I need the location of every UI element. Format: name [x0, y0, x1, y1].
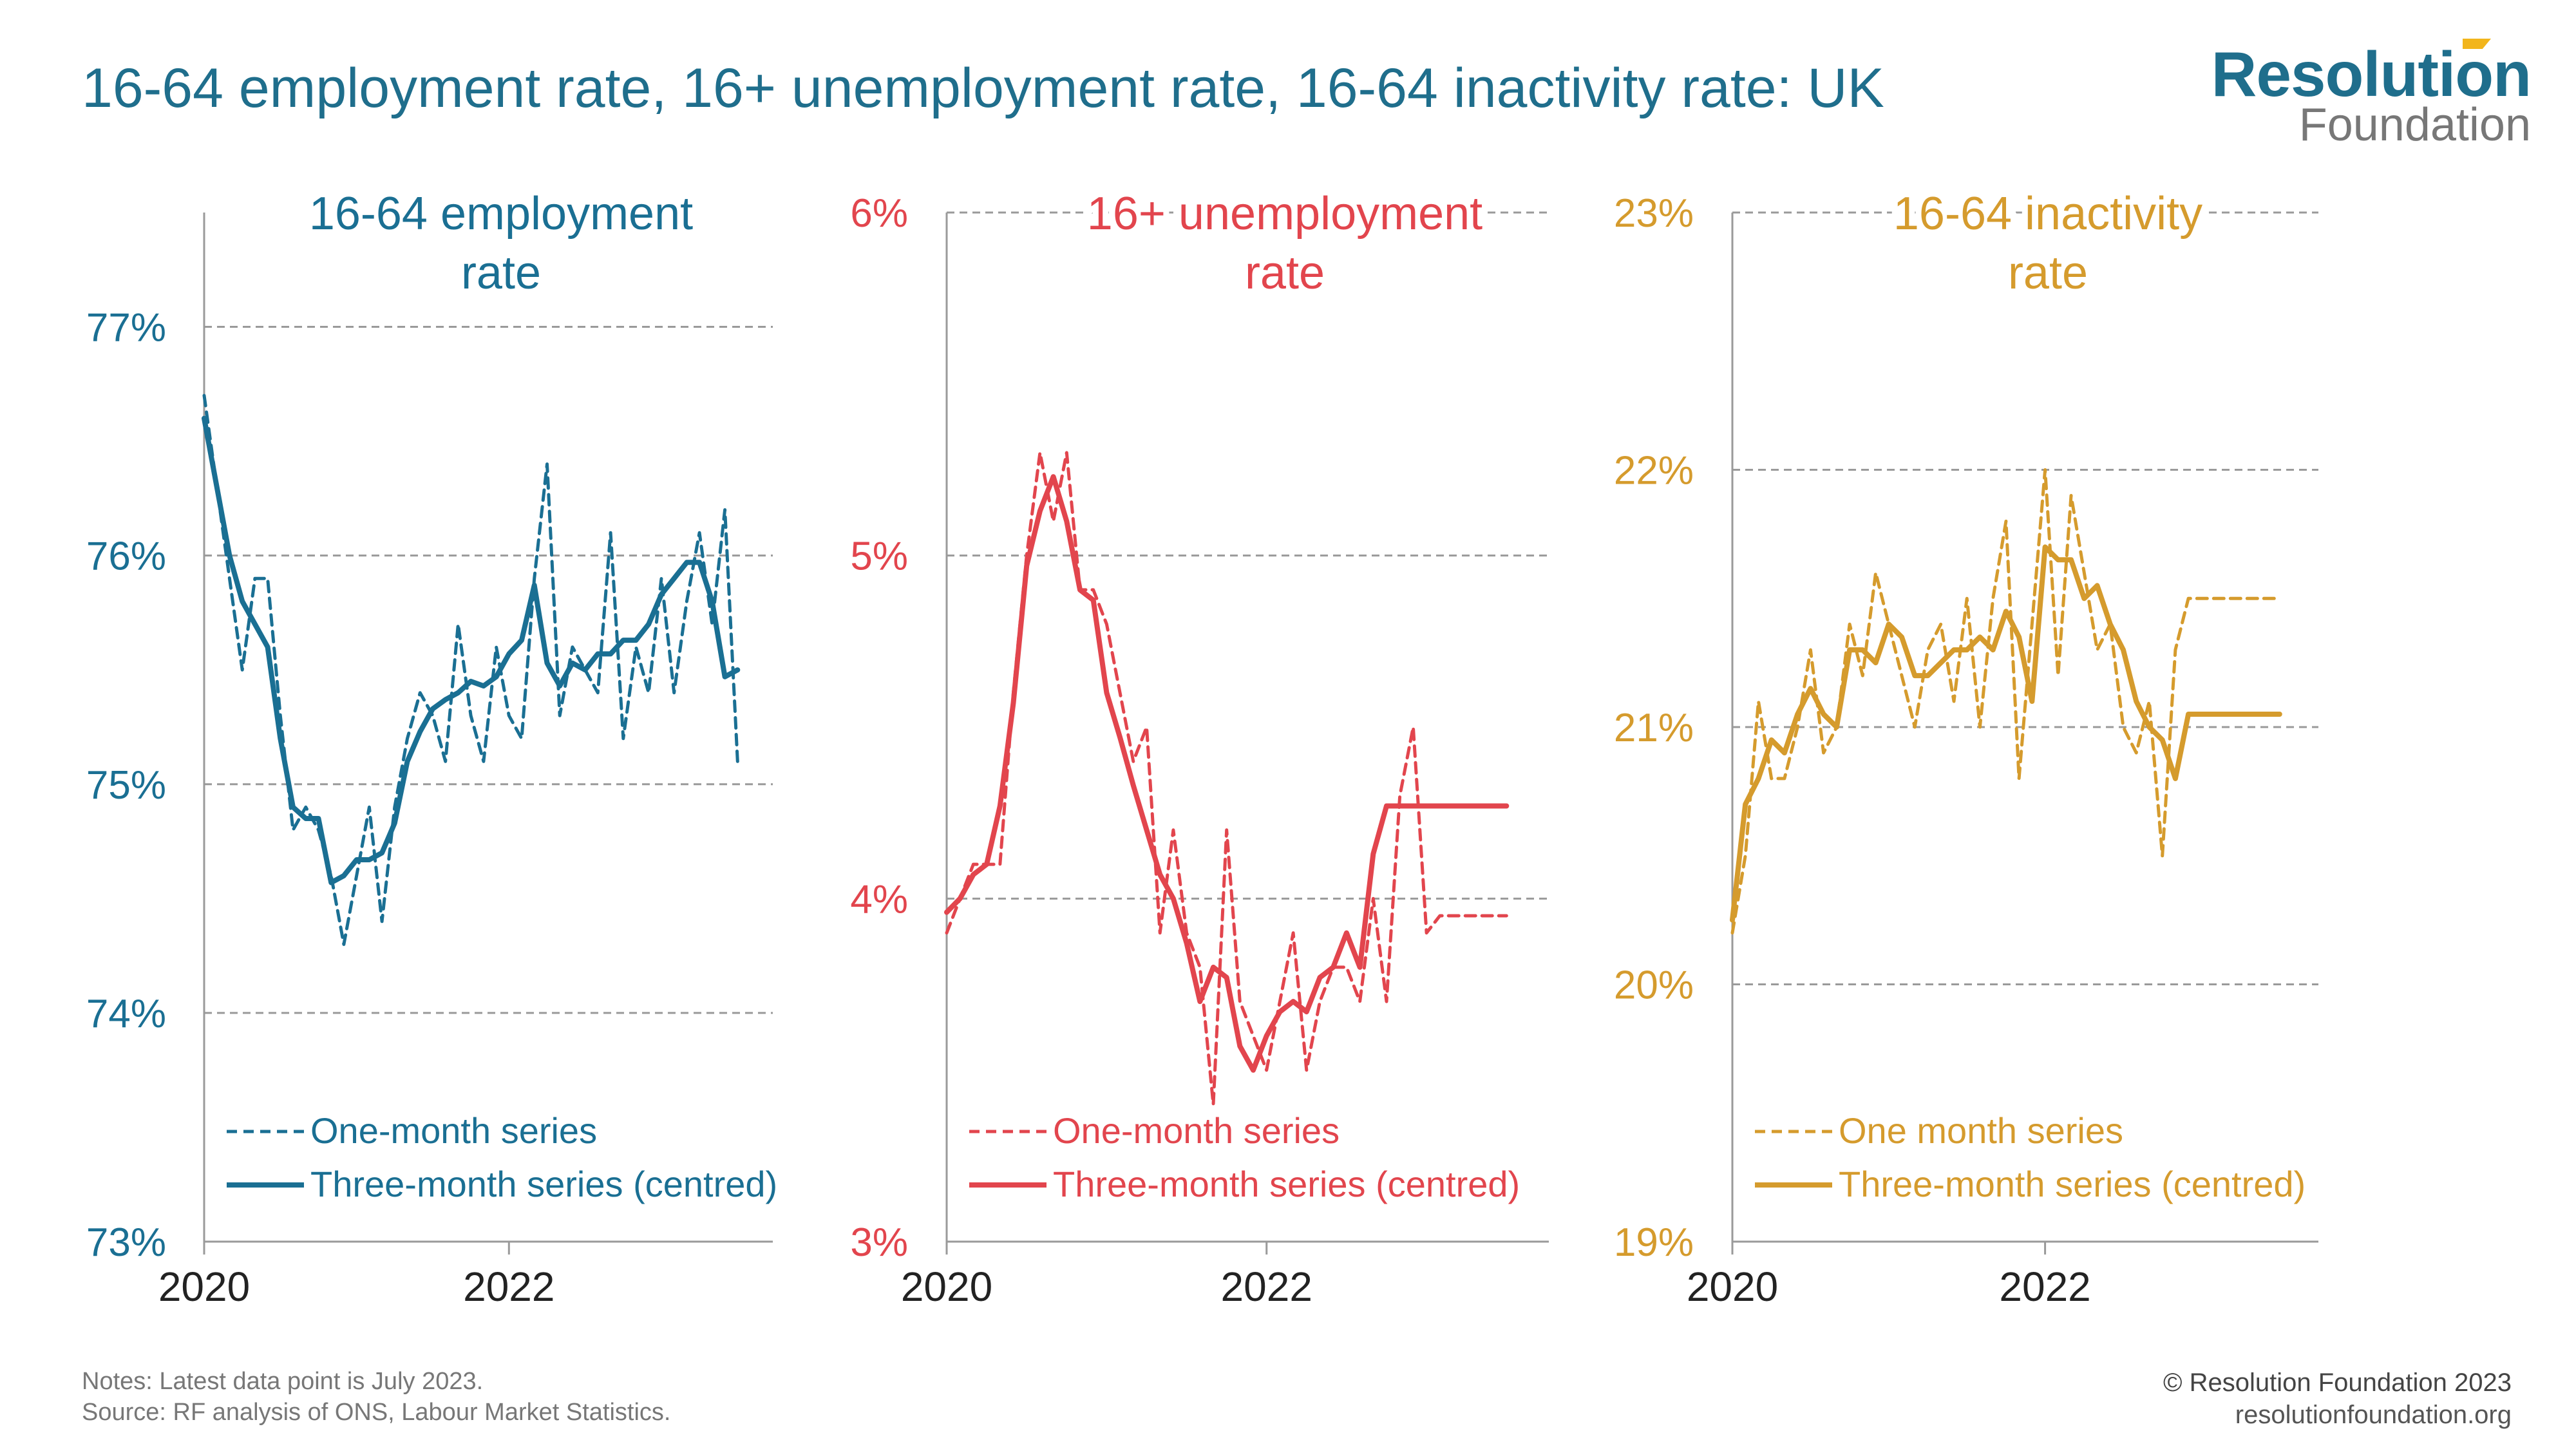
- legend-label: One month series: [1839, 1110, 2123, 1151]
- legend-label: Three-month series (centred): [1839, 1164, 2306, 1204]
- chart-panel-2: 3% 4% 5% 6% 2020 2022 16+ unemployment rate One-…: [850, 182, 1549, 1310]
- x-tick-label: 2022: [1221, 1264, 1312, 1310]
- y-tick-label: 6%: [850, 191, 908, 236]
- footer-notes: Notes: Latest data point is July 2023. S…: [82, 1367, 670, 1428]
- one-month-series-line: [202, 393, 739, 946]
- y-tick-label: 3%: [850, 1220, 908, 1265]
- charts-area: 73% 74% 75% 76% 77% 2020 2022 16-64 employment r…: [86, 182, 2318, 1310]
- three-month-series-line: [944, 474, 1510, 1073]
- y-tick-label: 23%: [1614, 191, 1694, 236]
- y-tick-label: 76%: [86, 535, 166, 579]
- website-link[interactable]: resolutionfoundation.org: [2235, 1401, 2512, 1429]
- y-tick-label: 21%: [1614, 706, 1694, 750]
- y-tick-label: 77%: [86, 306, 166, 350]
- y-tick-label: 5%: [850, 535, 908, 579]
- y-tick-label: 4%: [850, 877, 908, 922]
- source-text: Source: RF analysis of ONS, Labour Marke…: [82, 1398, 671, 1426]
- resolution-foundation-logo: Resolution Foundation: [2211, 39, 2532, 151]
- chart-panel-1: 73% 74% 75% 76% 77% 2020 2022 16-64 employment r…: [86, 182, 777, 1310]
- logo-line-1: Resolution: [2211, 39, 2532, 109]
- x-tick-label: 2020: [158, 1264, 250, 1310]
- copyright-text: © Resolution Foundation 2023: [2163, 1368, 2512, 1397]
- panel-title-line: rate: [1245, 247, 1325, 299]
- y-tick-label: 20%: [1614, 963, 1694, 1008]
- x-tick-label: 2022: [1999, 1264, 2090, 1310]
- legend-label: Three-month series (centred): [1053, 1164, 1520, 1204]
- y-tick-label: 22%: [1614, 449, 1694, 493]
- chart-title: 16-64 employment rate, 16+ unemployment …: [82, 57, 1884, 119]
- logo-line-2: Foundation: [2298, 99, 2531, 151]
- y-tick-label: 74%: [86, 992, 166, 1036]
- y-tick-label: 19%: [1614, 1220, 1694, 1265]
- legend-label: One-month series: [1053, 1110, 1340, 1151]
- one-month-series-line: [1730, 468, 2282, 935]
- notes-text: Notes: Latest data point is July 2023.: [82, 1368, 484, 1395]
- panel-title-line: rate: [2008, 247, 2088, 299]
- panel-title-line: 16-64 inactivity: [1893, 188, 2202, 240]
- y-tick-label: 75%: [86, 763, 166, 808]
- x-tick-label: 2022: [463, 1264, 554, 1310]
- panel-title-line: 16+ unemployment: [1087, 188, 1482, 240]
- legend-label: One-month series: [310, 1110, 597, 1151]
- logo-accent-mark: [2463, 39, 2491, 49]
- panel-title-line: rate: [461, 247, 541, 299]
- chart-panel-3: 19% 20% 21% 22% 23% 2020 2022 16-64 inactivity r…: [1614, 182, 2318, 1310]
- x-tick-label: 2020: [901, 1264, 992, 1310]
- legend-label: Three-month series (centred): [310, 1164, 777, 1204]
- y-tick-label: 73%: [86, 1220, 166, 1265]
- three-month-series-line: [202, 415, 741, 886]
- footer-credits: © Resolution Foundation 2023 resolutionf…: [2163, 1367, 2512, 1431]
- x-tick-label: 2020: [1687, 1264, 1778, 1310]
- three-month-series-line: [1730, 544, 2282, 923]
- panel-title-line: 16-64 employment: [309, 188, 693, 240]
- one-month-series-line: [945, 451, 1508, 1106]
